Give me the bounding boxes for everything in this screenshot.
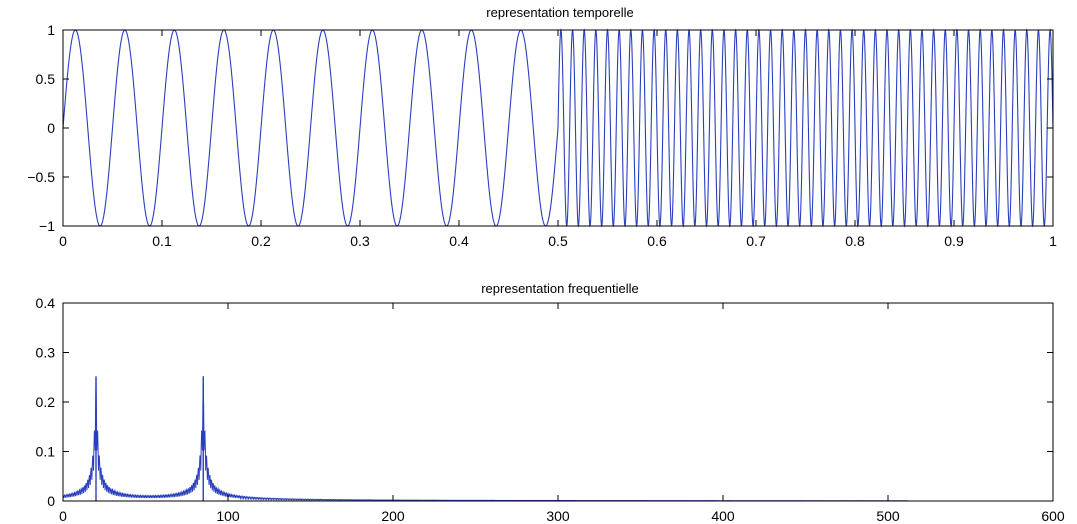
y-tick-label: 0.3 [36,345,56,361]
frequency-plot-y-ticks: 0 0.1 0.2 0.3 0.4 [36,295,1053,509]
y-tick-label: 0 [47,120,55,136]
y-tick-label: 0.1 [36,444,56,460]
frequency-plot-title: representation frequentielle [481,281,639,296]
x-tick-label: 0.2 [251,233,271,249]
time-signal-segment-1 [62,29,559,227]
x-tick-label: 0.4 [449,233,469,249]
y-tick-label: −0.5 [27,169,55,185]
x-tick-label: 0.1 [152,233,172,249]
x-tick-label: 0.6 [647,233,667,249]
y-tick-label: 0 [47,493,55,509]
y-tick-label: 0.4 [36,295,56,311]
x-tick-label: 0 [59,508,67,524]
x-tick-label: 0.5 [548,233,568,249]
time-plot-title: representation temporelle [486,5,633,20]
x-tick-label: 200 [381,508,405,524]
x-tick-label: 0 [59,233,67,249]
time-signal-segment-2 [557,28,1054,228]
x-tick-label: 0.3 [350,233,370,249]
x-tick-label: 1 [1049,233,1057,249]
x-tick-label: 0.7 [746,233,766,249]
time-plot: representation temporelle 0 0.1 0.2 0.3 0.4 0… [27,5,1057,249]
x-tick-label: 500 [876,508,900,524]
x-tick-label: 0.8 [845,233,865,249]
time-signal-series [62,28,1054,228]
y-tick-label: −1 [39,218,55,234]
y-tick-label: 0.2 [36,394,56,410]
x-tick-label: 300 [546,508,570,524]
frequency-plot-axes-box [62,302,1054,502]
spectrum-line [62,376,908,502]
x-tick-label: 400 [711,508,735,524]
y-tick-label: 0.5 [36,71,56,87]
y-tick-label: 1 [47,22,55,38]
time-plot-y-ticks: −1 −0.5 0 0.5 1 [27,22,1053,234]
time-plot-x-ticks: 0 0.1 0.2 0.3 0.4 0.5 0.6 0.7 0.8 0.9 1 [59,30,1057,249]
x-tick-label: 600 [1041,508,1065,524]
frequency-plot: representation frequentielle 0 100 200 300 4… [36,281,1065,524]
x-tick-label: 100 [216,508,240,524]
x-tick-label: 0.9 [944,233,964,249]
spectrum-series [62,376,908,502]
frequency-plot-x-ticks: 0 100 200 300 400 500 600 [59,303,1065,524]
